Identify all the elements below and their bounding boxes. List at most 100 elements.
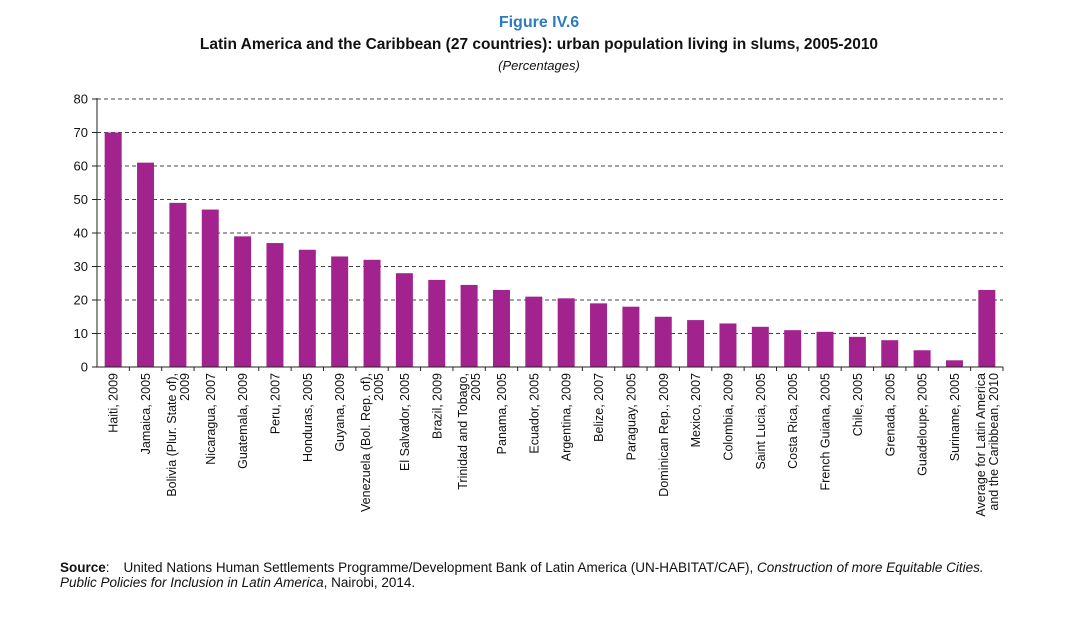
x-tick-label-group: Suriname, 2005 [948,373,962,461]
bar [331,256,349,367]
bar-chart: 0 10 20 30 40 50 60 70 80 Haiti, 2009 Jamaica, 20… [74,92,1004,517]
x-tick-label: Ecuador, 2005 [527,373,541,454]
x-tick-label: Saint Lucia, 2005 [754,373,768,470]
x-tick-label-group: Belize, 2007 [592,373,606,442]
x-tick-label-group: Average for Latin America and the Caribbe… [974,373,1001,517]
bar [104,132,122,367]
x-tick-label-group: Ecuador, 2005 [527,373,541,454]
x-tick-label-group: Guyana, 2009 [333,373,347,452]
bar [395,273,413,367]
x-tick-label: Jamaica, 2005 [139,373,153,454]
bar [460,284,478,367]
x-tick-label: Costa Rica, 2005 [786,373,800,469]
chart-title: Latin America and the Caribbean (27 coun… [199,36,879,53]
x-tick-label: Brazil, 2009 [430,373,444,439]
x-tick-label-group: Panama, 2005 [495,373,509,454]
x-tick-label-group: Colombia, 2009 [721,373,735,461]
x-tick-label: Haiti, 2009 [107,373,121,433]
y-tick-labels: 0 10 20 30 40 50 60 70 80 [74,92,88,375]
bar [945,360,963,367]
x-tick-label: Argentina, 2009 [560,373,574,461]
source-note: Source: United Nations Human Settlements … [60,560,984,590]
x-tick-label-group: Costa Rica, 2005 [786,373,800,469]
bar [654,316,672,367]
bar [137,162,155,367]
y-tick-label: 50 [74,192,88,207]
source-publication-title: Construction of more Equitable Cities. P… [60,560,984,590]
x-tick-label: Grenada, 2005 [883,373,897,456]
y-tick-label: 60 [74,159,88,174]
x-tick-label-group: Grenada, 2005 [883,373,897,456]
x-tick-label-group: Haiti, 2009 [107,373,121,433]
figure-label: Figure IV.6 [498,14,580,31]
x-tick-label: Bolivia (Plur. State of), [165,373,179,497]
x-tick-label: Guadeloupe, 2005 [916,373,930,476]
x-tick-label-group: Bolivia (Plur. State of), 2009 [165,373,192,497]
x-tick-label-group: Honduras, 2005 [301,373,315,462]
x-tick-label: French Guiana, 2005 [819,373,833,490]
x-tick-label-group: Chile, 2005 [851,373,865,436]
x-tick-label-group: Peru, 2007 [268,373,282,434]
y-tick-label: 0 [81,360,88,375]
bar [881,340,899,367]
x-tick-label-group: El Salvador, 2005 [398,373,412,471]
bar [266,243,284,367]
source-text-part: United Nations Human Settlements Program… [123,560,758,575]
x-tick-label-group: Argentina, 2009 [560,373,574,461]
bar [751,326,769,367]
x-tick-labels: Haiti, 2009 Jamaica, 2005 Bolivia (Plur. S… [107,373,1001,517]
gridlines [97,98,1003,334]
x-tick-label: Trinidad and Tobago, [456,373,470,490]
x-tick-label: Paraguay, 2005 [624,373,638,460]
bar [848,336,866,367]
source-text-part: , Nairobi, 2014. [323,575,416,590]
bar [201,209,219,367]
x-tick-label-group: Dominican Rep., 2009 [657,373,671,497]
x-tick-label: Dominican Rep., 2009 [657,373,671,497]
bar [687,320,705,367]
x-tick-label-group: Jamaica, 2005 [139,373,153,454]
source-text: United Nations Human Settlements Program… [60,560,984,590]
x-tick-label-group: Guadeloupe, 2005 [916,373,930,476]
bar [622,306,640,367]
bars [104,132,996,367]
x-tick-label: El Salvador, 2005 [398,373,412,471]
x-tick-label: Chile, 2005 [851,373,865,436]
x-tick-label: Suriname, 2005 [948,373,962,461]
x-tick-label: Venezuela (Bol. Rep. of), [359,373,373,512]
x-tick-label-group: Mexico, 2007 [689,373,703,447]
bar [169,202,187,367]
bar [298,249,316,367]
axes [92,98,1004,371]
x-tick-label: 2005 [372,373,386,401]
source-label: Source [60,560,106,575]
x-tick-label-group: Nicaragua, 2007 [204,373,218,465]
x-tick-label: and the Caribbean, 2010 [987,373,1001,511]
bar [234,236,252,367]
x-tick-label-group: Brazil, 2009 [430,373,444,439]
x-tick-label-group: Trinidad and Tobago, 2005 [456,373,483,490]
bar [719,323,737,367]
x-tick-label-group: Paraguay, 2005 [624,373,638,460]
y-tick-label: 10 [74,326,88,341]
bar [557,298,575,367]
bar [428,279,446,367]
x-tick-label: 2009 [178,373,192,401]
x-tick-label-group: Guatemala, 2009 [236,373,250,469]
bar [978,289,996,367]
y-tick-label: 40 [74,226,88,241]
x-tick-label: Mexico, 2007 [689,373,703,447]
x-tick-label: Colombia, 2009 [721,373,735,461]
bar [363,259,381,367]
bar [816,331,834,367]
chart-subtitle: (Percentages) [498,58,580,73]
x-tick-label: Average for Latin America [974,373,988,517]
bar [913,350,931,367]
x-tick-label-group: French Guiana, 2005 [819,373,833,490]
x-tick-label: Panama, 2005 [495,373,509,454]
x-tick-label: Peru, 2007 [268,373,282,434]
bar [784,330,802,367]
y-tick-label: 80 [74,92,88,107]
x-tick-label: Belize, 2007 [592,373,606,442]
x-tick-label: Guatemala, 2009 [236,373,250,469]
